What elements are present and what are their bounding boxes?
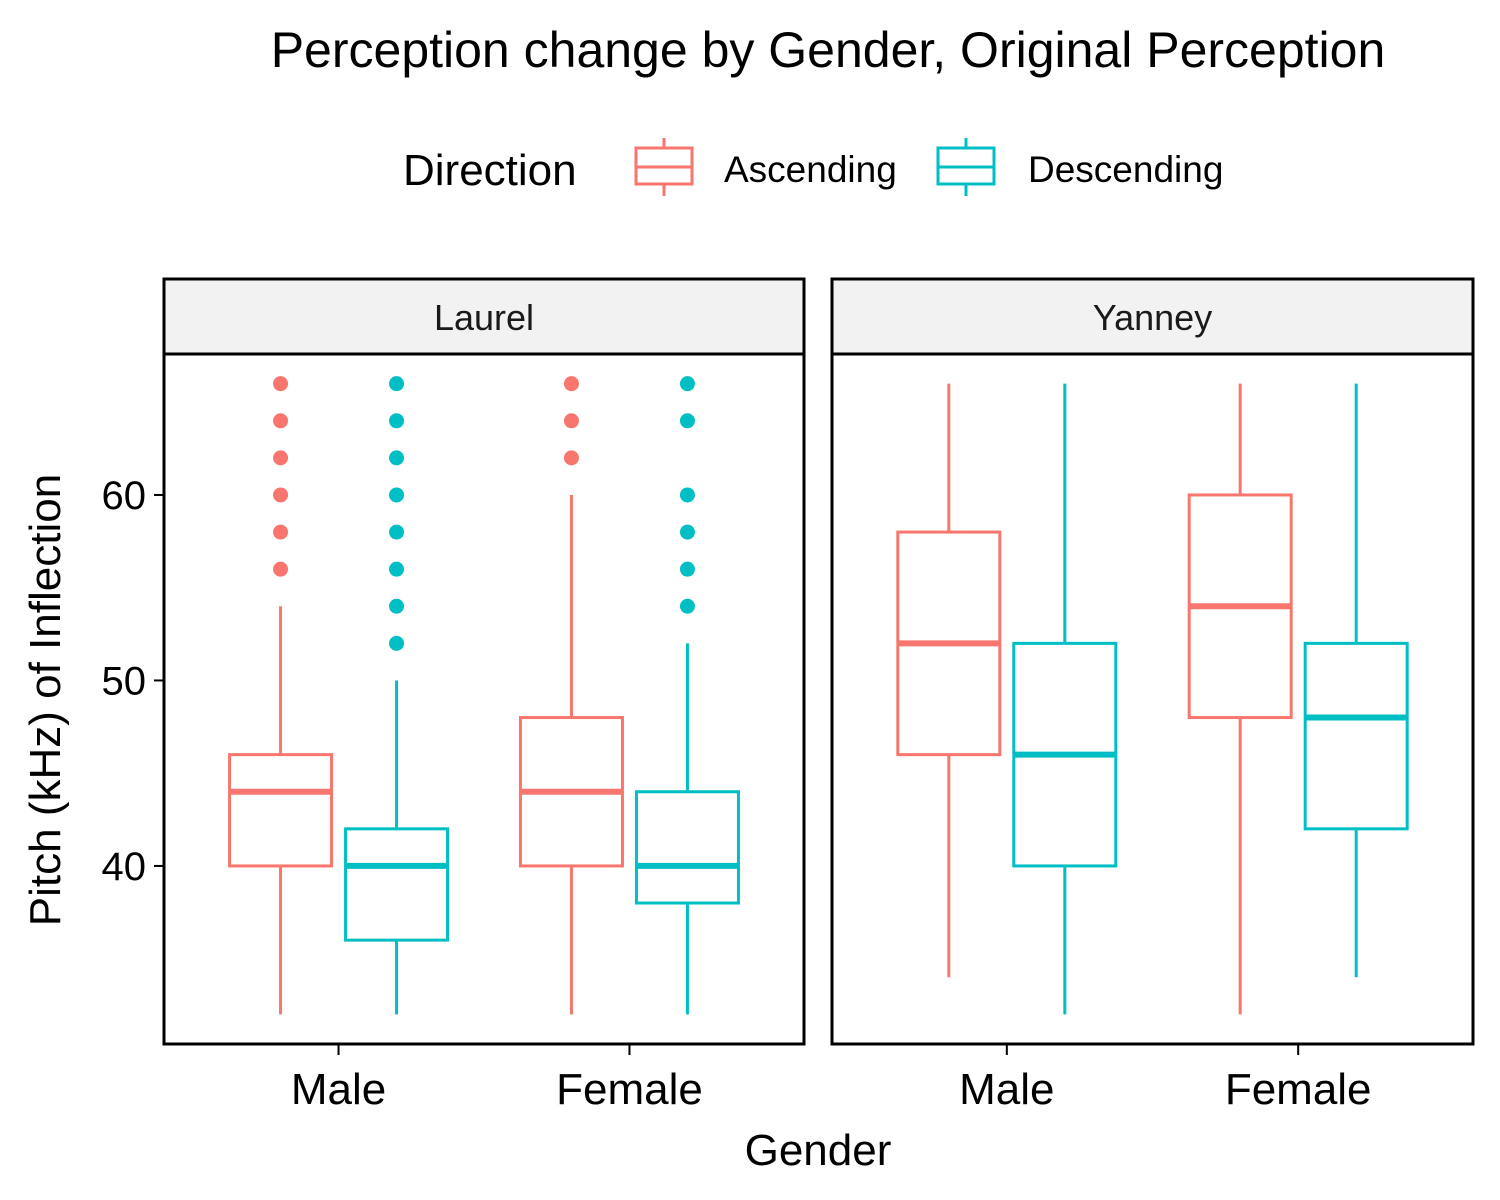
facet-yanney: Yanney Male Female bbox=[830, 277, 1475, 1114]
box-iqr bbox=[344, 827, 450, 942]
legend-key-descending bbox=[936, 138, 996, 196]
legend: Direction Ascending Descending bbox=[403, 138, 1223, 196]
box-yanney-male-descending bbox=[1012, 383, 1118, 1015]
outlier-point bbox=[563, 376, 579, 392]
facet-laurel: Laurel Male Female bbox=[162, 277, 806, 1114]
panel-border-yanney bbox=[830, 352, 1475, 1046]
box-yanney-female-ascending bbox=[1187, 383, 1293, 1015]
legend-item-ascending: Ascending bbox=[634, 138, 897, 196]
series-laurel-descending bbox=[344, 376, 740, 1015]
x-tick-label-laurel-male: Male bbox=[291, 1065, 386, 1114]
outlier-point bbox=[273, 450, 289, 466]
outlier-point bbox=[679, 524, 695, 540]
outlier-point bbox=[273, 561, 289, 577]
outlier-point bbox=[389, 598, 405, 614]
box-iqr bbox=[634, 790, 740, 905]
legend-key-ascending bbox=[634, 138, 694, 196]
x-tick-label-yanney-female: Female bbox=[1225, 1065, 1372, 1114]
legend-title: Direction bbox=[403, 146, 577, 195]
outlier-point bbox=[389, 450, 405, 466]
outlier-point bbox=[273, 524, 289, 540]
outlier-point bbox=[679, 413, 695, 429]
chart-title: Perception change by Gender, Original Pe… bbox=[271, 22, 1386, 78]
outlier-point bbox=[389, 376, 405, 392]
outlier-point bbox=[679, 598, 695, 614]
facet-label-laurel: Laurel bbox=[434, 297, 534, 338]
facet-label-yanney: Yanney bbox=[1093, 297, 1212, 338]
outlier-point bbox=[679, 561, 695, 577]
outlier-point bbox=[389, 524, 405, 540]
box-laurel-female-descending bbox=[634, 376, 740, 1015]
outlier-point bbox=[679, 376, 695, 392]
outlier-point bbox=[389, 487, 405, 503]
box-laurel-male-descending bbox=[344, 376, 450, 1015]
legend-label-ascending: Ascending bbox=[724, 149, 897, 190]
outlier-point bbox=[563, 413, 579, 429]
series-yanney-descending bbox=[1012, 383, 1409, 1015]
outlier-point bbox=[679, 487, 695, 503]
facet-strip-laurel bbox=[162, 277, 806, 356]
y-axis-label: Pitch (kHz) of Inflection bbox=[21, 474, 70, 926]
outlier-point bbox=[389, 635, 405, 651]
box-laurel-female-ascending bbox=[518, 376, 624, 1015]
series-laurel-ascending bbox=[228, 376, 624, 1015]
x-tick-label-yanney-male: Male bbox=[959, 1065, 1054, 1114]
outlier-point bbox=[563, 450, 579, 466]
outlier-point bbox=[273, 487, 289, 503]
box-iqr bbox=[1303, 641, 1409, 831]
panel-border-laurel bbox=[162, 352, 806, 1046]
x-tick-label-laurel-female: Female bbox=[556, 1065, 703, 1114]
x-axis-label: Gender bbox=[745, 1126, 892, 1175]
facet-strip-yanney bbox=[830, 277, 1475, 356]
box-yanney-female-descending bbox=[1303, 383, 1409, 978]
y-tick-label-50: 50 bbox=[102, 659, 147, 703]
box-laurel-male-ascending bbox=[228, 376, 334, 1015]
outlier-point bbox=[273, 413, 289, 429]
outlier-point bbox=[389, 561, 405, 577]
legend-label-descending: Descending bbox=[1028, 149, 1223, 190]
legend-item-descending: Descending bbox=[936, 138, 1223, 196]
y-tick-label-60: 60 bbox=[102, 474, 147, 518]
box-yanney-male-ascending bbox=[896, 383, 1002, 978]
series-yanney-ascending bbox=[896, 383, 1293, 1015]
y-tick-label-40: 40 bbox=[102, 845, 147, 889]
outlier-point bbox=[389, 413, 405, 429]
outlier-point bbox=[273, 376, 289, 392]
box-iqr bbox=[228, 753, 334, 868]
